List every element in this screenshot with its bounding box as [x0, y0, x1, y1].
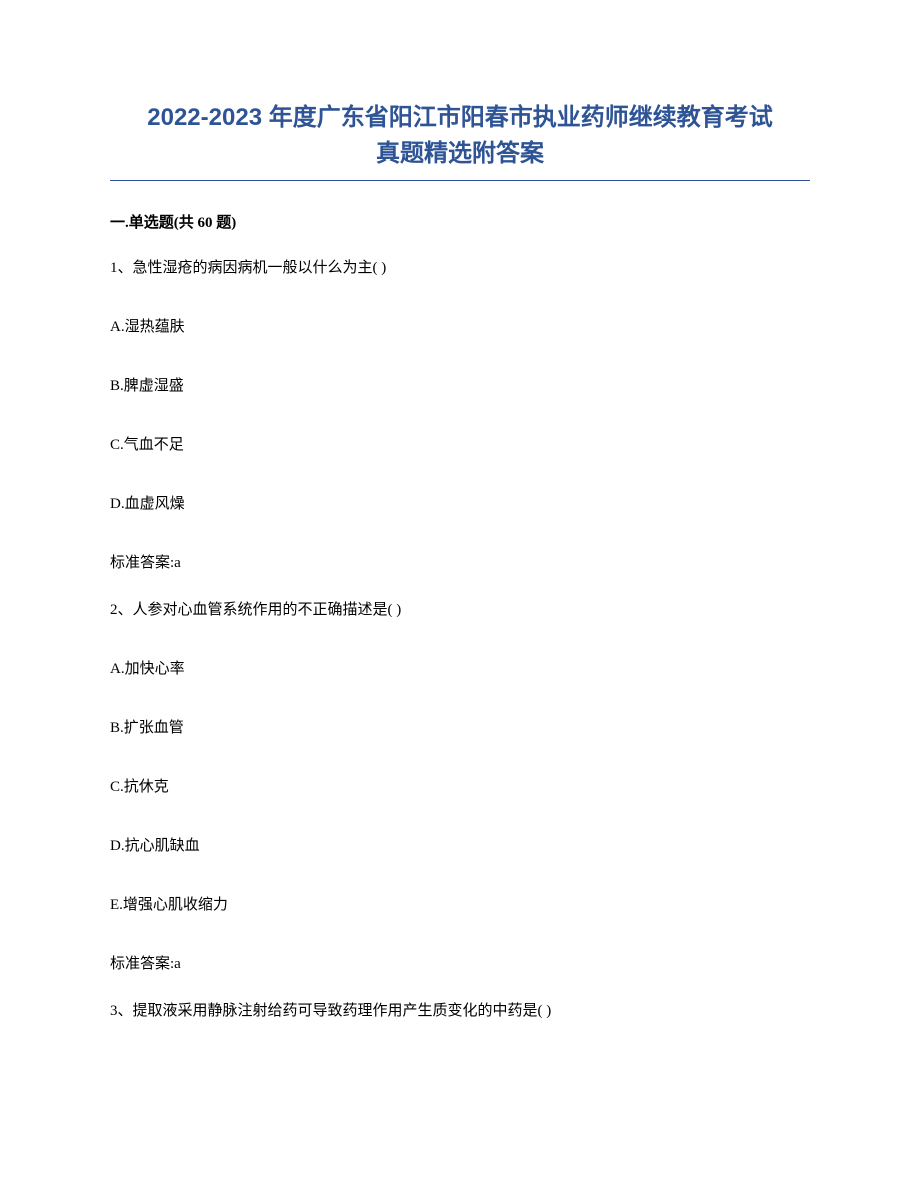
question-1-option-b: B.脾虚湿盛 — [110, 376, 810, 397]
question-2-option-c: C.抗休克 — [110, 777, 810, 798]
question-2-option-a: A.加快心率 — [110, 659, 810, 680]
question-2-option-d: D.抗心肌缺血 — [110, 836, 810, 857]
question-3-prompt: 3、提取液采用静脉注射给药可导致药理作用产生质变化的中药是( ) — [110, 1001, 810, 1022]
question-1-prompt: 1、急性湿疮的病因病机一般以什么为主( ) — [110, 258, 810, 279]
question-1-option-d: D.血虚风燥 — [110, 494, 810, 515]
document-title: 2022-2023 年度广东省阳江市阳春市执业药师继续教育考试 真题精选附答案 — [110, 100, 810, 181]
question-2-answer: 标准答案:a — [110, 954, 810, 975]
question-2-prompt: 2、人参对心血管系统作用的不正确描述是( ) — [110, 600, 810, 621]
question-1-option-c: C.气血不足 — [110, 435, 810, 456]
title-line-2: 真题精选附答案 — [376, 140, 544, 167]
title-line-1: 2022-2023 年度广东省阳江市阳春市执业药师继续教育考试 — [147, 104, 772, 131]
question-1-option-a: A.湿热蕴肤 — [110, 317, 810, 338]
question-1-answer: 标准答案:a — [110, 553, 810, 574]
section-header: 一.单选题(共 60 题) — [110, 211, 810, 232]
question-2-option-e: E.增强心肌收缩力 — [110, 895, 810, 916]
question-2-option-b: B.扩张血管 — [110, 718, 810, 739]
